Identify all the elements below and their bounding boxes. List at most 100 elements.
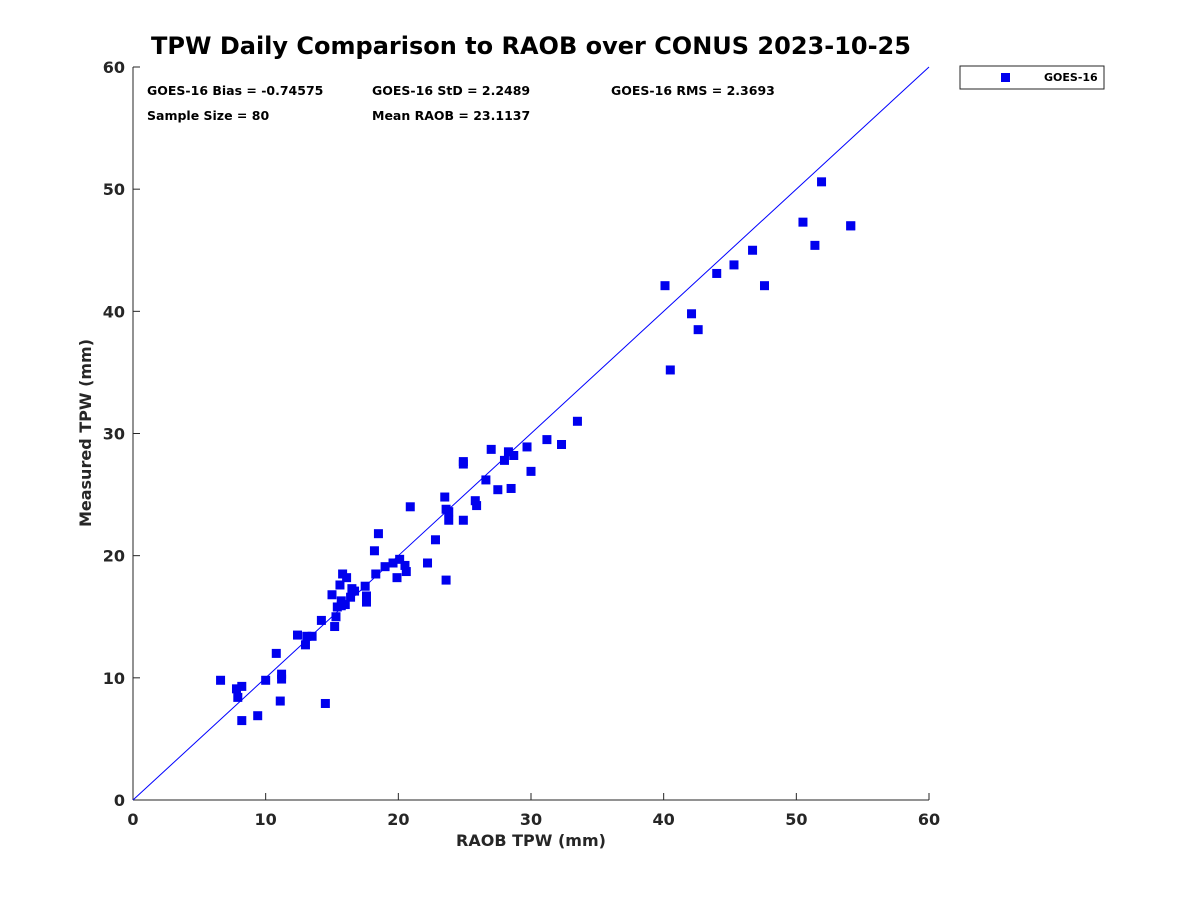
x-tick-label: 20 — [387, 810, 409, 829]
data-point — [361, 591, 371, 601]
x-tick-label: 60 — [918, 810, 940, 829]
x-tick-label: 30 — [520, 810, 542, 829]
data-point — [423, 558, 433, 568]
data-point — [302, 631, 312, 641]
data-point — [401, 567, 411, 577]
data-point — [444, 515, 454, 525]
data-point — [506, 483, 516, 493]
data-point — [300, 640, 310, 650]
x-tick-label: 50 — [785, 810, 807, 829]
y-tick-label: 50 — [103, 180, 125, 199]
data-point — [405, 502, 415, 512]
std-stat: GOES-16 StD = 2.2489 — [372, 83, 530, 98]
legend-label-goes-16: GOES-16 — [1044, 71, 1098, 84]
data-point — [503, 447, 513, 457]
data-point — [361, 597, 371, 607]
data-point — [542, 435, 552, 445]
legend: GOES-16 — [959, 65, 1105, 90]
y-tick-label: 0 — [114, 791, 125, 810]
data-point — [371, 569, 381, 579]
data-point — [729, 260, 739, 270]
axes: 0 10 20 30 40 50 60 0 10 20 30 40 50 60 — [103, 58, 940, 829]
x-tick-label: 40 — [653, 810, 675, 829]
data-point — [216, 675, 226, 685]
legend-box — [959, 65, 1105, 90]
y-tick-label: 40 — [103, 302, 125, 321]
data-point — [331, 612, 341, 622]
x-axis-label: RAOB TPW (mm) — [456, 831, 606, 850]
data-point — [373, 529, 383, 539]
data-point — [687, 309, 697, 319]
statistics-annotations: GOES-16 Bias = -0.74575 GOES-16 StD = 2.… — [147, 83, 775, 123]
data-point — [388, 558, 398, 568]
data-point — [798, 217, 808, 227]
bias-stat: GOES-16 Bias = -0.74575 — [147, 83, 323, 98]
data-point — [237, 716, 247, 726]
sample-size-stat: Sample Size = 80 — [147, 108, 269, 123]
data-point — [430, 535, 440, 545]
data-point — [253, 711, 263, 721]
data-point — [712, 268, 722, 278]
data-point — [277, 669, 287, 679]
y-tick-label: 60 — [103, 58, 125, 77]
data-point — [693, 325, 703, 335]
data-point — [342, 573, 352, 583]
data-point — [499, 455, 509, 465]
data-point — [320, 698, 330, 708]
y-tick-label: 20 — [103, 547, 125, 566]
data-point — [557, 439, 567, 449]
data-point — [817, 177, 827, 187]
reference-line-group — [132, 66, 930, 801]
data-point — [458, 515, 468, 525]
data-point — [759, 281, 769, 291]
data-point — [350, 586, 360, 596]
data-point — [369, 546, 379, 556]
data-point — [330, 622, 340, 632]
data-point — [444, 507, 454, 517]
x-tick-label: 0 — [127, 810, 138, 829]
data-point — [810, 240, 820, 250]
data-point — [486, 444, 496, 454]
data-point — [271, 648, 281, 658]
data-point — [275, 696, 285, 706]
data-point — [231, 684, 241, 694]
data-point — [522, 442, 532, 452]
data-point — [470, 496, 480, 506]
chart-title: TPW Daily Comparison to RAOB over CONUS … — [151, 32, 911, 60]
data-point — [493, 485, 503, 495]
data-point — [340, 600, 350, 610]
data-point — [572, 416, 582, 426]
data-point — [846, 221, 856, 231]
data-point — [481, 475, 491, 485]
data-point — [335, 580, 345, 590]
data-point — [472, 501, 482, 511]
mean-raob-stat: Mean RAOB = 23.1137 — [372, 108, 530, 123]
data-point — [277, 674, 287, 684]
rms-stat: GOES-16 RMS = 2.3693 — [611, 83, 775, 98]
data-point — [526, 466, 536, 476]
data-point — [233, 692, 243, 702]
y-tick-label: 30 — [103, 425, 125, 444]
data-point — [458, 457, 468, 467]
data-point — [400, 560, 410, 570]
data-point — [380, 562, 390, 572]
one-to-one-line — [132, 66, 930, 801]
data-point — [346, 592, 356, 602]
data-point — [237, 681, 247, 691]
data-point — [307, 631, 317, 641]
data-points — [216, 177, 856, 726]
data-point — [509, 450, 519, 460]
data-point — [261, 675, 271, 685]
data-point — [440, 492, 450, 502]
data-point — [665, 365, 675, 375]
data-point — [441, 575, 451, 585]
x-tick-label: 10 — [255, 810, 277, 829]
data-point — [660, 281, 670, 291]
data-point — [327, 590, 337, 600]
y-axis-label: Measured TPW (mm) — [76, 339, 95, 527]
data-point — [395, 554, 405, 564]
y-tick-label: 10 — [103, 669, 125, 688]
data-point — [360, 581, 370, 591]
